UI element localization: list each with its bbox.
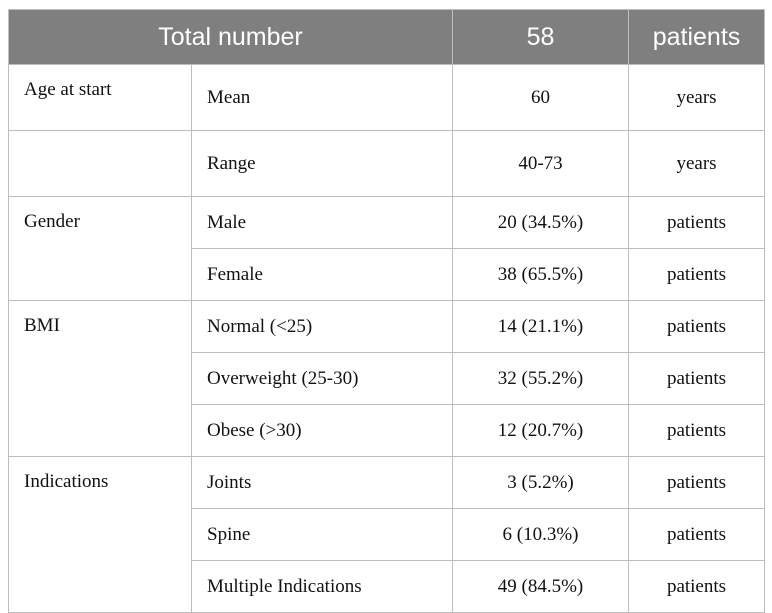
table-row: BMI Normal (<25) 14 (21.1%) patients: [8, 300, 765, 457]
row-value: 60: [452, 64, 629, 131]
row-subcategory: Mean: [191, 64, 453, 131]
table-header-row: Total number 58 patients: [8, 9, 765, 65]
row-unit: patients: [628, 300, 765, 353]
row-value: 38 (65.5%): [452, 248, 629, 301]
row-value: 3 (5.2%): [452, 456, 629, 509]
row-subcategory: Range: [191, 130, 453, 197]
row-unit: patients: [628, 560, 765, 613]
row-unit: patients: [628, 352, 765, 405]
row-subcategory: Multiple Indications: [191, 560, 453, 613]
row-subcategory: Spine: [191, 508, 453, 561]
row-category: BMI: [8, 300, 192, 457]
row-category: Age at start: [8, 64, 192, 131]
table-row: Age at start Mean 60 years: [8, 64, 765, 131]
table-row: Obese (>30) 12 (20.7%) patients: [9, 404, 765, 457]
header-unit: patients: [628, 9, 765, 65]
row-subcategory: Normal (<25): [191, 300, 453, 353]
row-value: 14 (21.1%): [452, 300, 629, 353]
row-category: [8, 130, 192, 197]
row-value: 20 (34.5%): [452, 196, 629, 249]
row-value: 40-73: [452, 130, 629, 197]
table-row: Female 38 (65.5%) patients: [9, 248, 765, 301]
row-category: Indications: [8, 456, 192, 613]
row-subcategory: Joints: [191, 456, 453, 509]
table-row: Gender Male 20 (34.5%) patients: [8, 196, 765, 301]
row-unit: patients: [628, 508, 765, 561]
row-subcategory: Overweight (25-30): [191, 352, 453, 405]
row-subcategory: Male: [191, 196, 453, 249]
table-row: Overweight (25-30) 32 (55.2%) patients: [9, 352, 765, 405]
row-value: 12 (20.7%): [452, 404, 629, 457]
row-category: Gender: [8, 196, 192, 301]
table-row: Range 40-73 years: [8, 130, 765, 197]
row-unit: patients: [628, 456, 765, 509]
table-row: Spine 6 (10.3%) patients: [9, 508, 765, 561]
row-subcategory: Female: [191, 248, 453, 301]
table-row: Indications Joints 3 (5.2%) patients: [8, 456, 765, 613]
row-value: 49 (84.5%): [452, 560, 629, 613]
row-unit: patients: [628, 248, 765, 301]
row-unit: years: [628, 64, 765, 131]
row-unit: years: [628, 130, 765, 197]
header-total-value: 58: [452, 9, 629, 65]
row-subcategory: Obese (>30): [191, 404, 453, 457]
row-value: 6 (10.3%): [452, 508, 629, 561]
header-total-number: Total number: [8, 9, 453, 65]
row-unit: patients: [628, 404, 765, 457]
row-unit: patients: [628, 196, 765, 249]
row-value: 32 (55.2%): [452, 352, 629, 405]
patient-characteristics-table: Total number 58 patients Age at start Me…: [8, 9, 765, 613]
